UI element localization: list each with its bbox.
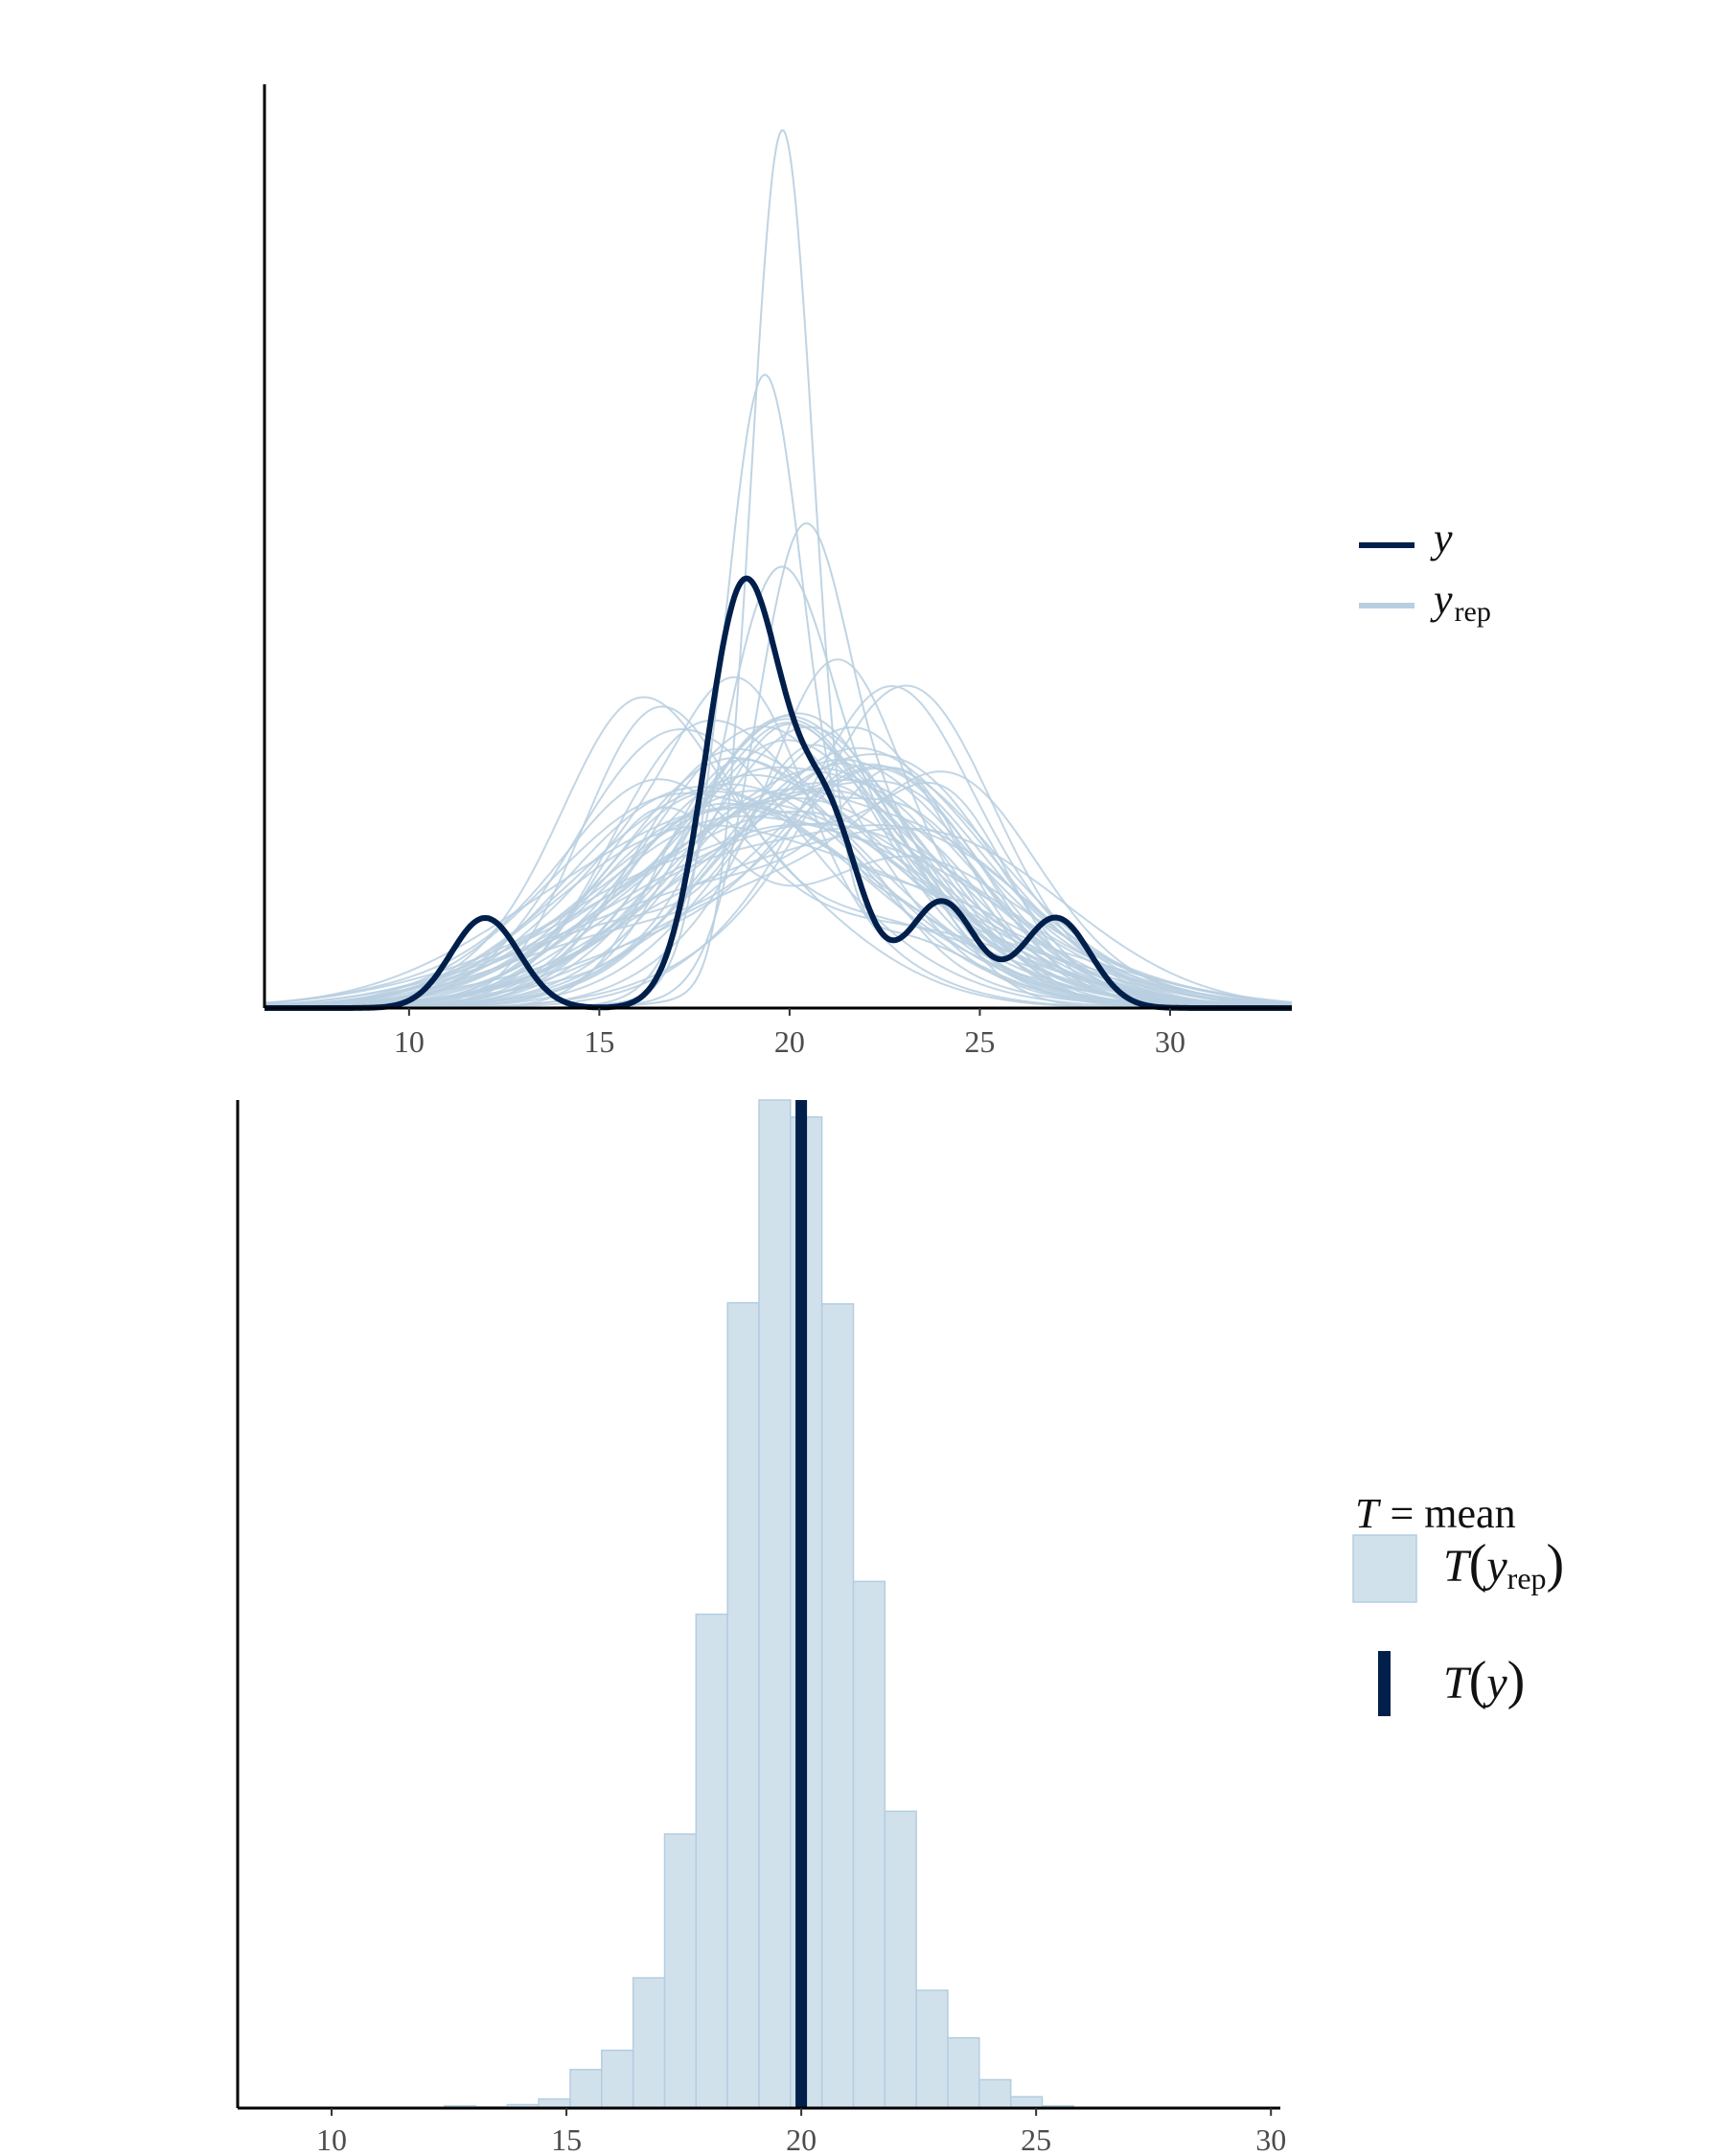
yrep-density-line xyxy=(264,522,1292,1009)
legend: y yrep xyxy=(1359,515,1491,628)
yrep-density-line xyxy=(264,753,1292,1009)
yrep-density-line xyxy=(264,128,1292,1009)
yrep-density-line xyxy=(264,684,1293,1009)
x-axis-ticks: 10 15 20 25 30 xyxy=(316,2108,1286,2156)
yrep-density-line xyxy=(264,773,1293,1009)
x-tick-label: 15 xyxy=(584,1024,614,1059)
x-tick-label: 30 xyxy=(1155,1024,1185,1059)
histogram-bar xyxy=(695,1613,728,2109)
histogram-bar xyxy=(758,1099,792,2109)
histogram-bar xyxy=(1009,2096,1044,2109)
x-tick-label: 20 xyxy=(774,1024,805,1059)
legend-key-T-yrep xyxy=(1352,1534,1417,1603)
histogram-bar xyxy=(601,2049,634,2109)
histogram-bar xyxy=(632,1977,666,2109)
x-tick-label: 25 xyxy=(964,1024,995,1059)
yrep-histogram xyxy=(443,1099,1075,2109)
yrep-density-line xyxy=(264,746,1292,1009)
histogram-bar xyxy=(884,1810,917,2109)
x-tick-label: 10 xyxy=(394,1024,425,1059)
x-tick-label: 25 xyxy=(1021,2122,1051,2156)
histogram-bar xyxy=(978,2078,1012,2109)
y-density-line xyxy=(264,575,1293,1011)
histogram-bar xyxy=(915,1989,949,2109)
density-overlay-panel: 10 15 20 25 30 y yrep xyxy=(263,84,1491,1059)
test-statistic-panel: 10 15 20 25 30 T = mean T(yrep) T(y) xyxy=(236,1099,1564,2156)
legend-label-yrep: yrep xyxy=(1430,576,1491,628)
yrep-density-line xyxy=(264,757,1292,1009)
x-tick-label: 30 xyxy=(1255,2122,1286,2156)
x-axis-ticks: 10 15 20 25 30 xyxy=(394,1008,1185,1059)
legend-key-T-y xyxy=(1378,1651,1391,1716)
yrep-density-line xyxy=(264,790,1292,1009)
yrep-density-line xyxy=(264,565,1292,1009)
legend-label-y: y xyxy=(1430,515,1453,562)
yrep-density-line xyxy=(264,726,1292,1009)
yrep-density-line xyxy=(264,725,1292,1009)
yrep-density-line xyxy=(264,770,1293,1009)
histogram-bar xyxy=(852,1580,886,2109)
histogram-bar xyxy=(569,2069,603,2109)
yrep-density-line xyxy=(264,374,1292,1009)
legend-label-T-y: T(y) xyxy=(1443,1651,1525,1710)
histogram-bar xyxy=(947,2036,980,2109)
yrep-density-line xyxy=(264,744,1292,1009)
yrep-density-lines xyxy=(264,128,1293,1009)
yrep-density-line xyxy=(264,747,1292,1009)
histogram-bar xyxy=(726,1301,760,2109)
observed-statistic-line xyxy=(795,1100,808,2108)
yrep-density-line xyxy=(264,768,1293,1008)
x-tick-label: 20 xyxy=(786,2122,816,2156)
histogram-bar xyxy=(820,1303,855,2109)
histogram-bar xyxy=(663,1833,698,2109)
x-tick-label: 15 xyxy=(551,2122,582,2156)
legend-title: T = mean xyxy=(1355,1490,1516,1537)
x-tick-label: 10 xyxy=(316,2122,347,2156)
yrep-density-line xyxy=(264,721,1292,1009)
yrep-density-line xyxy=(264,725,1292,1009)
legend: T = mean T(yrep) T(y) xyxy=(1352,1490,1564,1716)
yrep-density-line xyxy=(264,684,1293,1009)
legend-label-T-yrep: T(yrep) xyxy=(1443,1534,1564,1595)
